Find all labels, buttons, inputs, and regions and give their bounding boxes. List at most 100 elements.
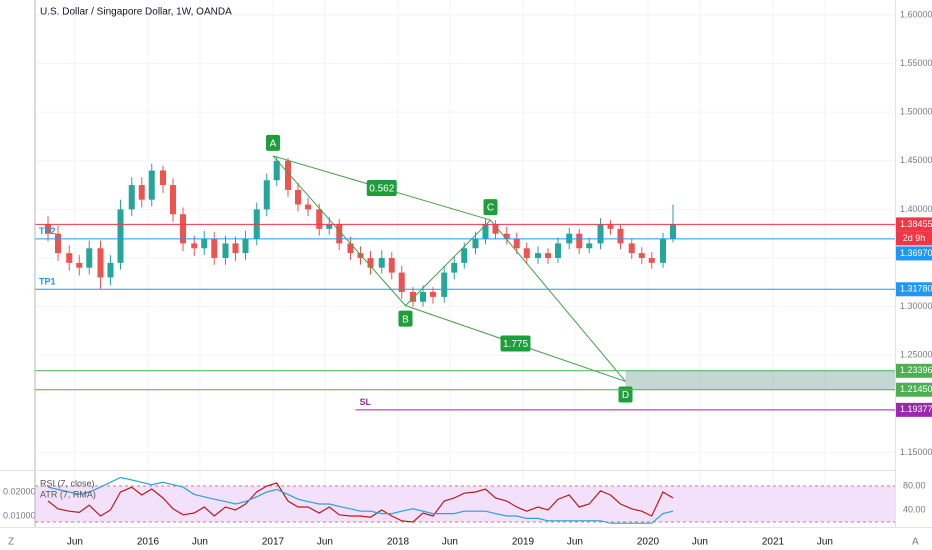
- x-tick-label: 2019: [512, 537, 535, 548]
- candle-body: [55, 233, 61, 254]
- price-axis: [895, 0, 932, 527]
- candle-body: [180, 214, 186, 244]
- candle-body: [441, 272, 448, 297]
- pattern-line: [405, 219, 491, 306]
- candle-body: [347, 243, 354, 254]
- x-tick-label: Jun: [567, 537, 583, 548]
- candle-body: [367, 257, 374, 268]
- candle-body: [545, 253, 551, 258]
- ratio-label: 1.775: [503, 339, 528, 350]
- candle-body: [242, 238, 249, 254]
- point-label-box: [398, 310, 413, 327]
- legend-entry: RSI (7, close): [40, 478, 95, 488]
- ratio-label-box: [366, 180, 397, 196]
- price-label: 1.38455: [900, 219, 932, 229]
- candle-body: [211, 238, 218, 258]
- candle-body: [607, 223, 614, 229]
- rsi-band: [35, 485, 895, 522]
- candle-body: [170, 185, 176, 215]
- candle-body: [148, 170, 155, 200]
- candle-body: [482, 223, 489, 239]
- candle-body: [295, 189, 301, 205]
- candle-body: [160, 170, 166, 186]
- candle-body: [138, 185, 145, 200]
- ratio-label-box: [500, 335, 531, 352]
- pattern-line: [272, 155, 406, 306]
- candle-body: [273, 160, 280, 181]
- rsi-tick-label: 40.00: [903, 504, 926, 514]
- candle-body: [451, 262, 458, 273]
- candle-body: [45, 223, 51, 234]
- candle-body: [420, 292, 426, 302]
- candle-body: [503, 233, 510, 239]
- price-label-box: [896, 363, 932, 378]
- y-tick-label: 1.25000: [900, 350, 932, 360]
- candle-body: [76, 262, 83, 268]
- y-tick-label: 1.55000: [900, 58, 932, 68]
- candle-body: [597, 223, 604, 244]
- chart-title: U.S. Dollar / Singapore Dollar, 1W, OAND…: [40, 7, 232, 18]
- indicator-pane: 0.02000 0.01000 RSI (7, close)ATR (7, RMA): [3, 476, 895, 524]
- x-tick-label: 2017: [262, 537, 285, 548]
- y-tick-label: 1.40000: [900, 204, 932, 214]
- y-tick-label: 1.45000: [900, 155, 932, 165]
- candle-body: [191, 243, 198, 249]
- time-axis: [0, 527, 932, 550]
- candle-body: [232, 243, 239, 254]
- candle-body: [305, 204, 311, 210]
- candle-body: [222, 243, 229, 258]
- candle-body: [523, 248, 530, 258]
- candle-body: [388, 257, 395, 273]
- level-name: SL: [360, 397, 372, 407]
- candle-body: [410, 292, 416, 302]
- candle-body: [638, 253, 645, 258]
- price-label: 1.19377: [900, 404, 932, 414]
- candle-body: [201, 238, 208, 249]
- level-name: TP1: [39, 277, 56, 287]
- point-label-box: [618, 386, 633, 403]
- plot-area: 0.562 1.775 A B C D TP2 TP1 SL: [35, 134, 895, 411]
- x-tick-label: 2016: [137, 537, 160, 548]
- point-label-box: [483, 199, 498, 216]
- level-name: TP2: [39, 226, 56, 236]
- indicator-line: [47, 476, 674, 524]
- button[interactable]: Z: [8, 537, 14, 548]
- price-label-box: [896, 282, 932, 297]
- button[interactable]: A: [912, 537, 919, 548]
- candle-body: [430, 292, 436, 297]
- atr-tick-label: 0.01000: [3, 510, 36, 520]
- indicator-line: [47, 482, 674, 523]
- candle-body: [555, 243, 561, 258]
- point-label: D: [622, 390, 629, 401]
- candle-body: [535, 253, 541, 258]
- candle-body: [398, 272, 405, 293]
- point-label: A: [270, 139, 277, 150]
- candle-body: [628, 243, 635, 254]
- candle-body: [492, 223, 499, 234]
- candle-body: [576, 233, 583, 249]
- x-tick-label: Jun: [67, 537, 83, 548]
- point-label: C: [487, 203, 494, 214]
- point-label: B: [402, 314, 409, 325]
- price-label: 1.31780: [900, 284, 932, 294]
- atr-tick-label: 0.02000: [3, 486, 36, 496]
- x-tick-label: 2018: [387, 537, 410, 548]
- x-tick-label: Jun: [192, 537, 208, 548]
- candle-body: [117, 209, 124, 263]
- x-tick-label: Jun: [442, 537, 458, 548]
- candle-body: [285, 160, 291, 190]
- candle-body: [316, 209, 323, 229]
- countdown-box: [896, 231, 932, 246]
- price-label-box: [896, 217, 932, 232]
- y-tick-label: 1.50000: [900, 107, 932, 117]
- price-label: 1.21450: [900, 384, 932, 394]
- axes: 1.600001.550001.500001.450001.400001.350…: [67, 9, 932, 548]
- x-tick-label: 2021: [762, 537, 785, 548]
- candle-body: [378, 257, 385, 268]
- candle-body: [66, 253, 73, 263]
- rsi-tick-label: 80.00: [903, 480, 926, 490]
- pattern-line: [490, 219, 626, 382]
- candle-body: [107, 262, 114, 278]
